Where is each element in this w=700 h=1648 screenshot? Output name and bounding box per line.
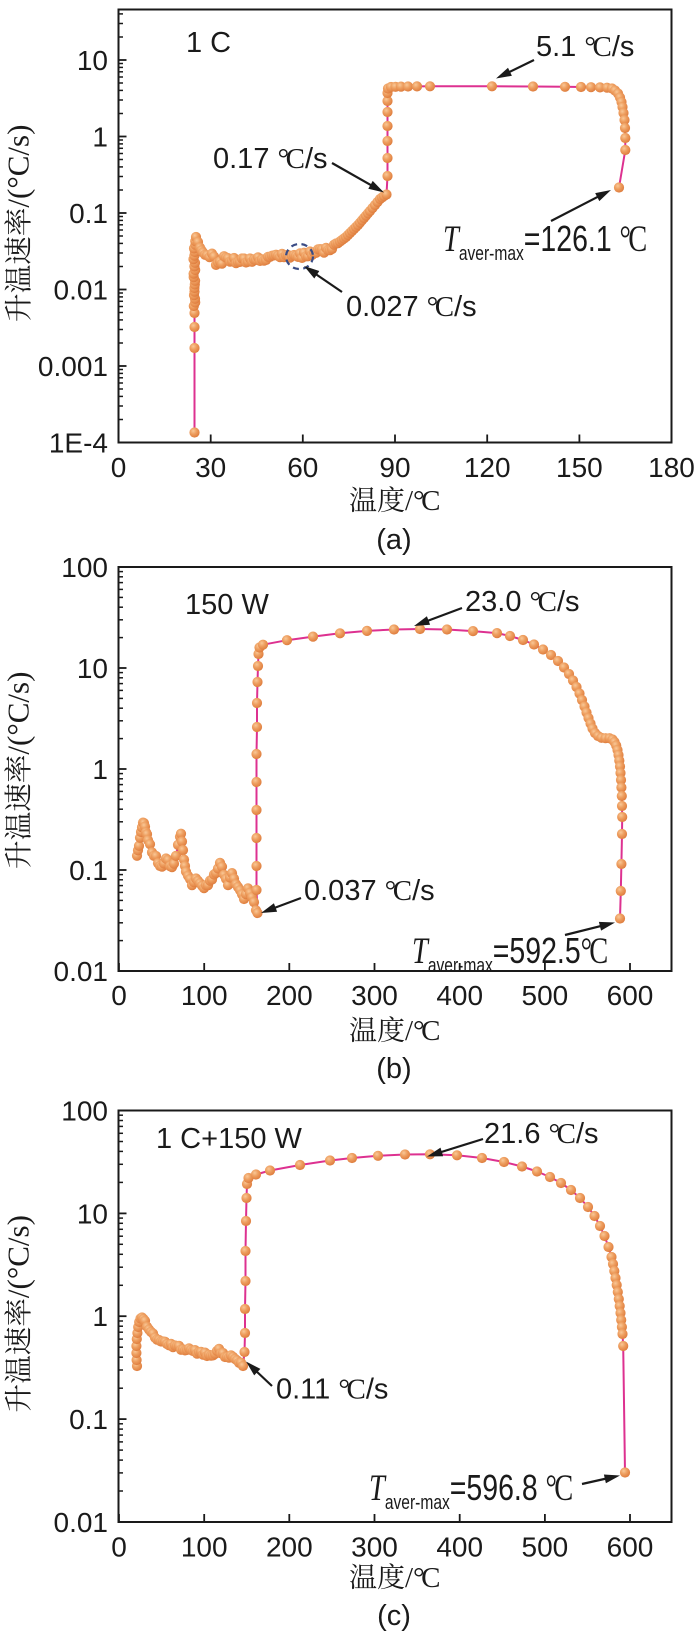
svg-text:5.1 °C/s: 5.1 °C/s	[536, 31, 634, 63]
svg-text:1: 1	[92, 1301, 108, 1332]
svg-text:Taver-max=592.5°C: Taver-max=592.5°C	[412, 930, 608, 977]
svg-text:400: 400	[436, 1532, 483, 1563]
svg-text:60: 60	[287, 452, 318, 483]
svg-text:600: 600	[607, 1532, 654, 1563]
svg-text:(a): (a)	[376, 524, 411, 556]
svg-text:500: 500	[522, 980, 569, 1011]
svg-text:10: 10	[77, 1198, 108, 1229]
svg-text:1 C: 1 C	[186, 27, 231, 59]
svg-text:0.1: 0.1	[69, 1404, 108, 1435]
svg-text:150 W: 150 W	[185, 589, 269, 621]
svg-text:200: 200	[266, 1532, 313, 1563]
svg-text:100: 100	[61, 552, 108, 583]
svg-text:1: 1	[92, 754, 108, 785]
svg-text:/(°C/s): /(°C/s)	[1, 672, 36, 755]
svg-text:100: 100	[181, 1532, 228, 1563]
svg-text:(b): (b)	[376, 1053, 411, 1085]
svg-text:23.0 °C/s: 23.0 °C/s	[465, 586, 580, 618]
svg-text:21.6 °C/s: 21.6 °C/s	[484, 1118, 599, 1150]
svg-text:0.01: 0.01	[54, 275, 109, 306]
svg-text:1 C+150 W: 1 C+150 W	[156, 1123, 303, 1155]
svg-text:500: 500	[522, 1532, 569, 1563]
svg-text:Taver-max=126.1 °C: Taver-max=126.1 °C	[443, 218, 647, 265]
svg-text:30: 30	[195, 452, 226, 483]
svg-text:Taver-max=596.8 °C: Taver-max=596.8 °C	[369, 1467, 573, 1514]
svg-text:0.001: 0.001	[38, 351, 108, 382]
svg-text:90: 90	[379, 452, 410, 483]
svg-text:/°C: /°C	[405, 485, 441, 517]
svg-text:0: 0	[111, 452, 127, 483]
svg-text:1E-4: 1E-4	[49, 428, 108, 459]
svg-text:/°C: /°C	[405, 1015, 441, 1047]
svg-text:0.01: 0.01	[54, 956, 109, 987]
svg-text:100: 100	[61, 1096, 108, 1127]
svg-text:300: 300	[351, 980, 398, 1011]
svg-text:0.1: 0.1	[69, 855, 108, 886]
svg-text:100: 100	[181, 980, 228, 1011]
svg-text:1: 1	[92, 122, 108, 153]
svg-text:600: 600	[607, 980, 654, 1011]
svg-text:10: 10	[77, 653, 108, 684]
svg-text:0.037 °C/s: 0.037 °C/s	[304, 875, 435, 907]
svg-text:/(°C/s): /(°C/s)	[1, 125, 36, 208]
svg-text:0: 0	[111, 980, 127, 1011]
svg-text:150: 150	[556, 452, 603, 483]
svg-text:0.11 °C/s: 0.11 °C/s	[276, 1374, 388, 1406]
svg-text:0.027 °C/s: 0.027 °C/s	[346, 291, 477, 323]
svg-text:/(°C/s): /(°C/s)	[1, 1215, 36, 1298]
svg-text:400: 400	[436, 980, 483, 1011]
svg-text:0.01: 0.01	[54, 1507, 109, 1538]
svg-text:10: 10	[77, 45, 108, 76]
svg-text:180: 180	[648, 452, 695, 483]
svg-text:0.1: 0.1	[69, 198, 108, 229]
svg-text:0: 0	[111, 1532, 127, 1563]
svg-text:200: 200	[266, 980, 313, 1011]
svg-text:120: 120	[464, 452, 511, 483]
svg-text:(c): (c)	[377, 1600, 411, 1632]
svg-text:0.17 °C/s: 0.17 °C/s	[213, 143, 328, 175]
svg-text:300: 300	[351, 1532, 398, 1563]
svg-text:/°C: /°C	[405, 1562, 441, 1594]
